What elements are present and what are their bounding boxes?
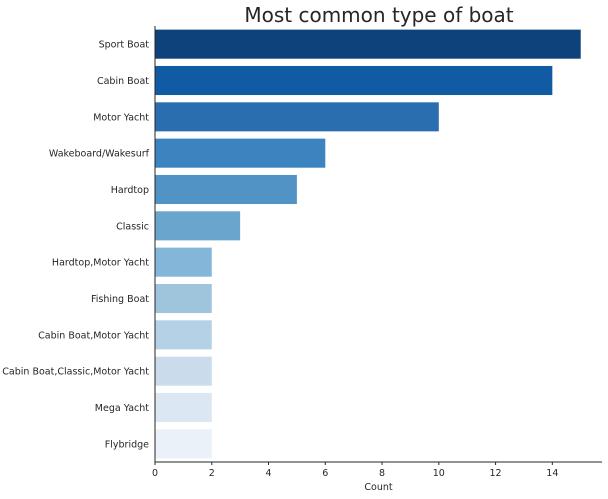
bars-group — [155, 29, 581, 459]
x-tick-label: 0 — [152, 468, 158, 479]
y-tick-label: Hardtop,Motor Yacht — [52, 258, 149, 269]
y-tick-label: Cabin Boat,Classic,Motor Yacht — [2, 367, 149, 378]
x-tick-label: 6 — [322, 468, 328, 479]
chart-title: Most common type of boat — [244, 3, 513, 27]
y-tick-label: Wakeboard/Wakesurf — [49, 149, 150, 160]
bar — [155, 65, 553, 96]
x-tick-label: 12 — [490, 468, 502, 479]
y-tick-label: Sport Boat — [99, 40, 150, 51]
bar — [155, 356, 212, 386]
bar — [155, 174, 297, 205]
bar — [155, 429, 212, 459]
bar — [155, 283, 212, 314]
x-tick-label: 14 — [546, 468, 558, 479]
x-tick-label: 2 — [209, 468, 215, 479]
x-tick-label: 4 — [266, 468, 272, 479]
x-tick-label: 10 — [433, 468, 445, 479]
y-tick-labels: Sport Boat Cabin Boat Motor Yacht Wakeboard… — [2, 40, 149, 451]
x-tick-label: 8 — [379, 468, 385, 479]
bar — [155, 320, 212, 350]
bar — [155, 211, 241, 241]
y-tick-label: Mega Yacht — [95, 403, 149, 414]
y-tick-label: Hardtop — [111, 185, 149, 196]
bar — [155, 29, 581, 59]
x-axis-label: Count — [364, 482, 392, 493]
bar — [155, 392, 212, 423]
y-tick-label: Fishing Boat — [91, 294, 149, 305]
bar — [155, 138, 326, 168]
bar — [155, 102, 439, 132]
y-tick-label: Flybridge — [105, 439, 149, 450]
y-tick-label: Motor Yacht — [93, 112, 149, 123]
bar — [155, 247, 212, 277]
x-ticks: 0 2 4 6 8 10 12 14 — [152, 462, 558, 479]
y-tick-label: Cabin Boat — [97, 76, 149, 87]
y-tick-label: Cabin Boat,Motor Yacht — [38, 330, 149, 341]
y-tick-label: Classic — [116, 221, 149, 232]
